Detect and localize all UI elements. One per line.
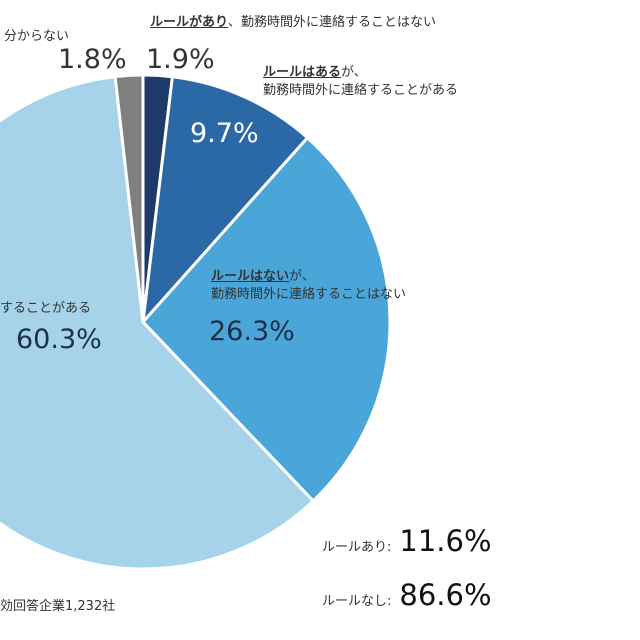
label-rule-contact: ルールはあるが、 勤務時間外に連絡することがある — [263, 65, 459, 98]
summary-rule-yes: ルールあり: 11.6% — [322, 524, 492, 558]
value-label-60-3: 60.3% — [16, 324, 102, 355]
summary-rule-no: ルールなし: 86.6% — [322, 578, 492, 612]
pie-slice-1 — [140, 75, 310, 327]
value-label-26-3: 26.3% — [209, 316, 295, 347]
pie-slice-2 — [140, 135, 392, 504]
footnote: 効回答企業1,232社 — [0, 599, 116, 614]
label-norule-no-contact: ルールはないが、 勤務時間外に連絡することはない — [211, 269, 407, 302]
label-unknown: 分からない — [4, 29, 70, 44]
pie-slice-4 — [113, 73, 145, 323]
label-norule-contact: することがある — [0, 301, 92, 316]
value-label-1-9: 1.9% — [146, 44, 215, 75]
label-rule-no-contact: ルールがあり、勤務時間外に連絡することはない — [150, 15, 437, 30]
pie-slice-3 — [0, 74, 316, 571]
value-label-1-8: 1.8% — [58, 44, 127, 75]
value-label-9-7: 9.7% — [190, 118, 259, 149]
